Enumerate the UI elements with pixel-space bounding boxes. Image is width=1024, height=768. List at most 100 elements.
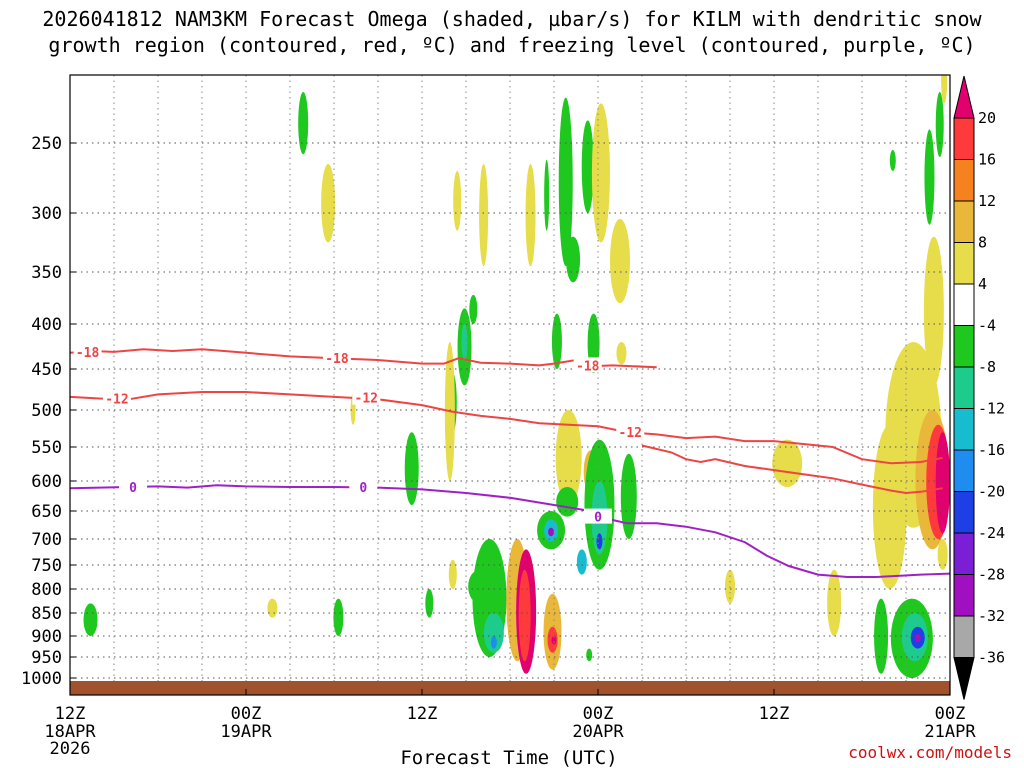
omega-cell xyxy=(558,97,573,267)
x-tick-label-2: 18APR xyxy=(44,722,96,742)
x-tick-label-3: 2026 xyxy=(50,739,91,759)
colorbar-box xyxy=(953,532,975,575)
isotherm-contours: -18 -18 -18 -12 -12 -12 0 0 0 xyxy=(70,343,950,578)
colorbar-label: -28 xyxy=(978,566,1005,584)
x-tick-label-2: 19APR xyxy=(220,722,272,742)
terrain-ground xyxy=(70,681,950,695)
omega-cell xyxy=(555,410,582,505)
x-tick-label-1: 00Z xyxy=(583,704,614,724)
omega-cell xyxy=(404,432,419,505)
x-tick-label-2: 21APR xyxy=(924,722,976,742)
colorbar-top-arrow xyxy=(953,75,975,119)
isotherm-label-bg xyxy=(73,343,102,359)
isotherm-label: 0 xyxy=(594,511,602,526)
isotherm-line-0 xyxy=(70,348,657,369)
credit-text[interactable]: coolwx.com/models xyxy=(848,743,1012,762)
chart-title-line1: 2026041812 NAM3KM Forecast Omega (shaded… xyxy=(42,7,982,31)
omega-cell xyxy=(425,589,434,618)
x-tick-label-1: 12Z xyxy=(759,704,790,724)
x-tick-label-1: 00Z xyxy=(231,704,262,724)
pressure-axis: 250 300 350 400 450 500 550 600 650 700 750 800 850 9… xyxy=(21,134,76,689)
omega-cell xyxy=(827,569,842,637)
y-tick-label: 300 xyxy=(31,204,62,224)
chart-title-line2: growth region (contoured, red, ºC) and f… xyxy=(48,33,975,57)
omega-cell xyxy=(935,92,944,157)
x-tick-label-1: 12Z xyxy=(55,704,86,724)
y-tick-label: 900 xyxy=(31,627,62,647)
isotherm-label: -12 xyxy=(355,392,378,407)
omega-cell xyxy=(551,636,557,645)
y-tick-label: 400 xyxy=(31,315,62,335)
y-tick-label: 850 xyxy=(31,604,62,624)
y-tick-label: 550 xyxy=(31,438,62,458)
x-tick-label-2: 20APR xyxy=(572,722,624,742)
y-tick-label: 750 xyxy=(31,556,62,576)
plot-frame xyxy=(69,74,951,696)
omega-cell xyxy=(551,313,562,369)
isotherm-label: -18 xyxy=(76,346,100,361)
colorbar-box xyxy=(953,449,975,492)
isotherm-label-bg xyxy=(352,389,381,405)
colorbar-label: -16 xyxy=(978,441,1005,459)
omega-cell xyxy=(586,648,593,662)
isotherm-label-bg xyxy=(616,424,645,440)
omega-cell xyxy=(518,569,531,662)
y-tick-label: 1000 xyxy=(21,669,62,689)
colorbar-box xyxy=(953,159,975,202)
omega-cell xyxy=(453,171,462,231)
omega-cell xyxy=(914,633,921,643)
colorbar-label: 4 xyxy=(978,275,987,293)
colorbar-label: 16 xyxy=(978,151,996,169)
y-tick-label: 800 xyxy=(31,580,62,600)
omega-cell xyxy=(461,324,468,360)
colorbar-label: -24 xyxy=(978,524,1005,542)
omega-cell xyxy=(874,598,889,674)
x-tick-label-1: 12Z xyxy=(407,704,438,724)
colorbar-label: -12 xyxy=(978,400,1005,418)
omega-cell xyxy=(610,218,630,304)
y-tick-label: 450 xyxy=(31,360,62,380)
omega-cell xyxy=(298,92,309,155)
colorbar-box xyxy=(953,283,975,326)
omega-cell xyxy=(596,533,603,550)
omega-cell xyxy=(267,598,278,618)
omega-cell xyxy=(941,75,948,104)
omega-cell xyxy=(581,120,594,213)
omega-cell xyxy=(448,559,457,590)
omega-cell xyxy=(923,236,944,386)
omega-cell xyxy=(620,453,637,539)
isotherm-label: -18 xyxy=(325,352,349,367)
y-tick-label: 700 xyxy=(31,530,62,550)
colorbar-label: 20 xyxy=(978,109,996,127)
omega-cell xyxy=(591,103,610,243)
colorbar-label: -36 xyxy=(978,649,1005,667)
colorbar-box xyxy=(953,242,975,285)
omega-cell xyxy=(924,129,935,225)
y-tick-label: 650 xyxy=(31,502,62,522)
x-axis-label: Forecast Time (UTC) xyxy=(400,747,617,768)
omega-colorbar: 20 16 12 8 4 -4 -8 -12 -16 -20 -24 -28 -32 -36 xyxy=(953,75,1005,700)
isotherm-label-bg xyxy=(584,508,612,524)
colorbar-box xyxy=(953,615,975,658)
omega-cell xyxy=(333,598,344,636)
colorbar-bottom-arrow xyxy=(953,657,975,700)
colorbar-box xyxy=(953,325,975,368)
isotherm-label: 0 xyxy=(359,481,367,496)
omega-cell xyxy=(612,617,619,636)
isotherm-label-bg xyxy=(322,350,351,366)
isotherm-label: 0 xyxy=(129,481,137,496)
omega-cell xyxy=(490,636,497,649)
y-tick-label: 500 xyxy=(31,401,62,421)
omega-cell xyxy=(525,164,536,267)
isotherm-line-3 xyxy=(70,484,950,578)
isotherm-line-2 xyxy=(641,444,943,495)
omega-cell xyxy=(566,236,581,283)
omega-cell xyxy=(576,549,587,575)
colorbar-label: 8 xyxy=(978,234,987,252)
colorbar-label: 12 xyxy=(978,192,996,210)
omega-cell xyxy=(483,613,504,653)
isotherm-label-bg xyxy=(349,479,378,494)
colorbar-box xyxy=(953,574,975,617)
omega-cell xyxy=(556,487,579,517)
